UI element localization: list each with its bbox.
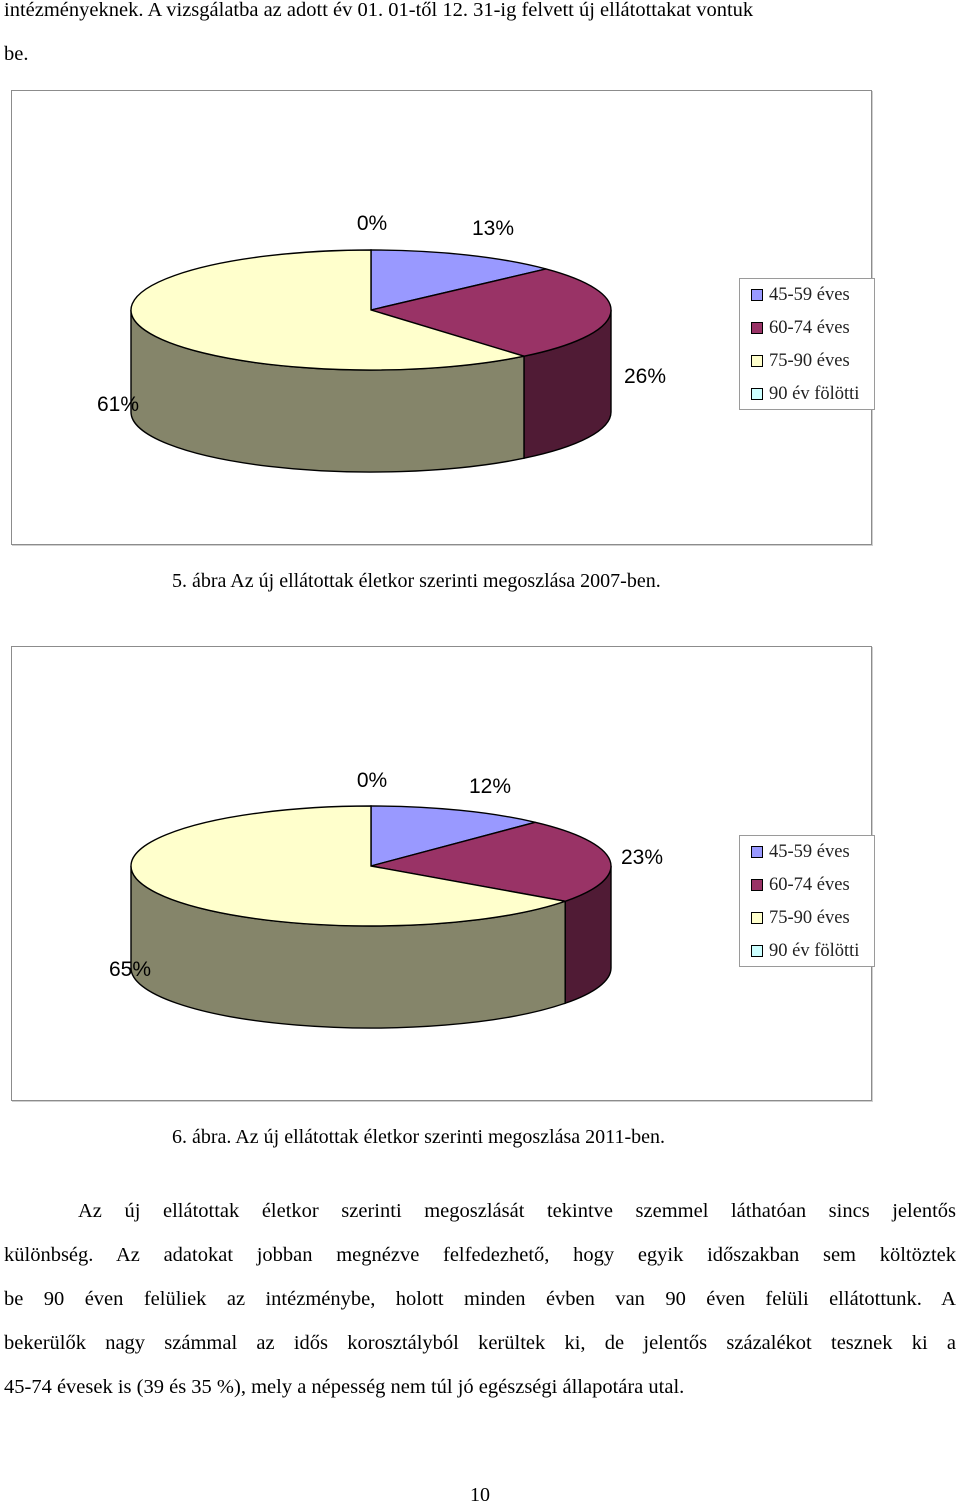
- chart-legend: 45-59 éves 60-74 éves 75-90 éves 90 év fölö…: [739, 835, 875, 967]
- pie-slice-3: [130, 805, 568, 927]
- legend-label: 60-74 éves: [769, 874, 850, 895]
- data-label: 0%: [357, 769, 387, 792]
- legend-label: 75-90 éves: [769, 907, 850, 928]
- data-label: 23%: [621, 846, 663, 869]
- legend-item: 75-90 éves: [751, 906, 850, 930]
- chart-legend: 45-59 éves 60-74 éves 75-90 éves 90 év fölö…: [739, 278, 875, 410]
- paragraph-line: különbség. Az adatokat jobban megnézve f…: [4, 1244, 956, 1266]
- chart-frame-2007: 13% 26% 61% 0% 45-59 éves 60-74 éves 75-90 év…: [11, 90, 875, 545]
- legend-swatch: [751, 355, 763, 367]
- legend-label: 45-59 éves: [769, 841, 850, 862]
- data-label: 26%: [624, 365, 666, 388]
- legend-swatch: [751, 879, 763, 891]
- pie-slice-2: [368, 268, 612, 357]
- legend-swatch: [751, 846, 763, 858]
- legend-label: 90 év fölötti: [769, 383, 860, 404]
- legend-item: 45-59 éves: [751, 840, 850, 864]
- intro-line-1: intézményeknek. A vizsgálatba az adott é…: [4, 0, 754, 21]
- pie-slice-3: [130, 249, 525, 371]
- legend-label: 60-74 éves: [769, 317, 850, 338]
- legend-item: 90 év fölötti: [751, 382, 859, 406]
- legend-swatch: [751, 289, 763, 301]
- legend-swatch: [751, 912, 763, 924]
- chart-frame-2011: 12% 23% 65% 0% 45-59 éves 60-74 éves 75-90 év…: [11, 646, 875, 1101]
- legend-item: 60-74 éves: [751, 316, 850, 340]
- body-paragraph: Az új ellátottak életkor szerinti megosz…: [4, 1189, 956, 1409]
- legend-swatch: [751, 322, 763, 334]
- data-label: 0%: [357, 212, 387, 235]
- pie-chart-2011: 12% 23% 65% 0%: [109, 769, 663, 1029]
- figure-caption-5: 5. ábra Az új ellátottak életkor szerint…: [172, 570, 661, 592]
- legend-label: 45-59 éves: [769, 284, 850, 305]
- figure-caption-6: 6. ábra. Az új ellátottak életkor szerin…: [172, 1126, 665, 1148]
- paragraph-line: 45-74 évesek is (39 és 35 %), mely a nép…: [4, 1376, 685, 1398]
- legend-label: 90 év fölötti: [769, 940, 860, 961]
- legend-item: 75-90 éves: [751, 349, 850, 373]
- paragraph-line: be 90 éven felüliek az intézménybe, holo…: [4, 1288, 956, 1310]
- legend-item: 45-59 éves: [751, 283, 850, 307]
- pie-slice-2: [370, 821, 612, 902]
- pie-chart-2007: 13% 26% 61% 0%: [97, 212, 666, 473]
- paragraph-line: bekerülők nagy számmal az idős korosztál…: [4, 1332, 956, 1354]
- legend-swatch: [751, 945, 763, 957]
- pie-slice-1: [370, 249, 547, 311]
- legend-label: 75-90 éves: [769, 350, 850, 371]
- pie-slice-1: [370, 805, 536, 867]
- intro-line-2: be.: [4, 43, 29, 65]
- paragraph-line: Az új ellátottak életkor szerinti megosz…: [78, 1200, 956, 1222]
- legend-item: 90 év fölötti: [751, 939, 859, 963]
- data-label: 12%: [469, 775, 511, 798]
- data-label: 65%: [109, 958, 151, 981]
- legend-item: 60-74 éves: [751, 873, 850, 897]
- page-number: 10: [470, 1484, 490, 1506]
- legend-swatch: [751, 388, 763, 400]
- data-label: 13%: [472, 217, 514, 240]
- data-label: 61%: [97, 393, 139, 416]
